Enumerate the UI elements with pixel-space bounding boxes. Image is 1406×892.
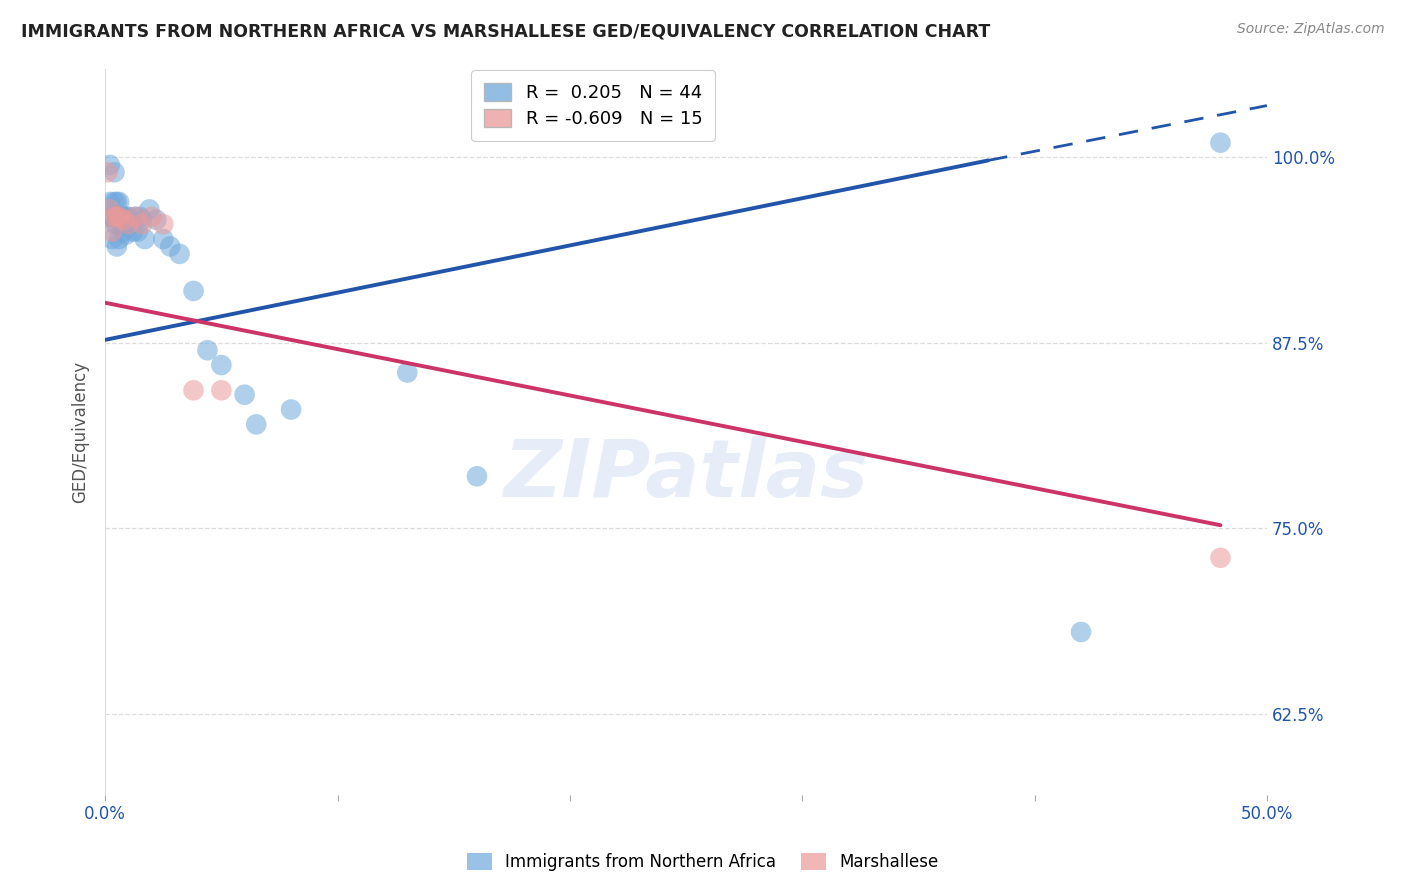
Point <box>169 247 191 261</box>
Point <box>110 217 132 231</box>
Point <box>233 388 256 402</box>
Point <box>183 284 205 298</box>
Point <box>117 217 139 231</box>
Point <box>120 217 142 231</box>
Point <box>103 194 125 209</box>
Point <box>138 202 160 217</box>
Point <box>145 212 167 227</box>
Point <box>131 217 153 231</box>
Text: ZIPatlas: ZIPatlas <box>503 436 869 515</box>
Point <box>101 225 124 239</box>
Point <box>98 202 121 217</box>
Point <box>1070 624 1092 639</box>
Point <box>209 358 232 372</box>
Point <box>103 165 125 179</box>
Point <box>183 384 205 398</box>
Point <box>124 210 146 224</box>
Point <box>112 210 135 224</box>
Point <box>98 194 121 209</box>
Point <box>134 232 156 246</box>
Point <box>115 227 138 242</box>
Point <box>465 469 488 483</box>
Point <box>152 217 174 231</box>
Text: IMMIGRANTS FROM NORTHERN AFRICA VS MARSHALLESE GED/EQUIVALENCY CORRELATION CHART: IMMIGRANTS FROM NORTHERN AFRICA VS MARSH… <box>21 22 990 40</box>
Point <box>127 225 149 239</box>
Point <box>103 210 125 224</box>
Point <box>396 366 419 380</box>
Point <box>105 194 128 209</box>
Point <box>124 210 146 224</box>
Text: Source: ZipAtlas.com: Source: ZipAtlas.com <box>1237 22 1385 37</box>
Point <box>112 225 135 239</box>
Point <box>105 239 128 253</box>
Point <box>1209 136 1232 150</box>
Point <box>159 239 181 253</box>
Point <box>129 210 152 224</box>
Legend: R =  0.205   N = 44, R = -0.609   N = 15: R = 0.205 N = 44, R = -0.609 N = 15 <box>471 70 714 141</box>
Point <box>209 384 232 398</box>
Point <box>152 232 174 246</box>
Point <box>197 343 219 358</box>
Point <box>280 402 302 417</box>
Point <box>108 210 131 224</box>
Point <box>245 417 267 432</box>
Point <box>96 210 118 224</box>
Point <box>115 210 138 224</box>
Point <box>117 210 139 224</box>
Point <box>108 210 131 224</box>
Point <box>112 212 135 227</box>
Point <box>131 212 153 227</box>
Point <box>105 210 128 224</box>
Point <box>141 210 163 224</box>
Point <box>96 165 118 179</box>
Point <box>108 232 131 246</box>
Point <box>110 210 132 224</box>
Y-axis label: GED/Equivalency: GED/Equivalency <box>72 360 89 503</box>
Legend: Immigrants from Northern Africa, Marshallese: Immigrants from Northern Africa, Marshal… <box>458 845 948 880</box>
Point <box>103 217 125 231</box>
Point <box>98 158 121 172</box>
Point <box>105 217 128 231</box>
Point <box>101 210 124 224</box>
Point <box>105 210 128 224</box>
Point <box>1209 550 1232 565</box>
Point <box>122 225 145 239</box>
Point <box>101 232 124 246</box>
Point <box>108 194 131 209</box>
